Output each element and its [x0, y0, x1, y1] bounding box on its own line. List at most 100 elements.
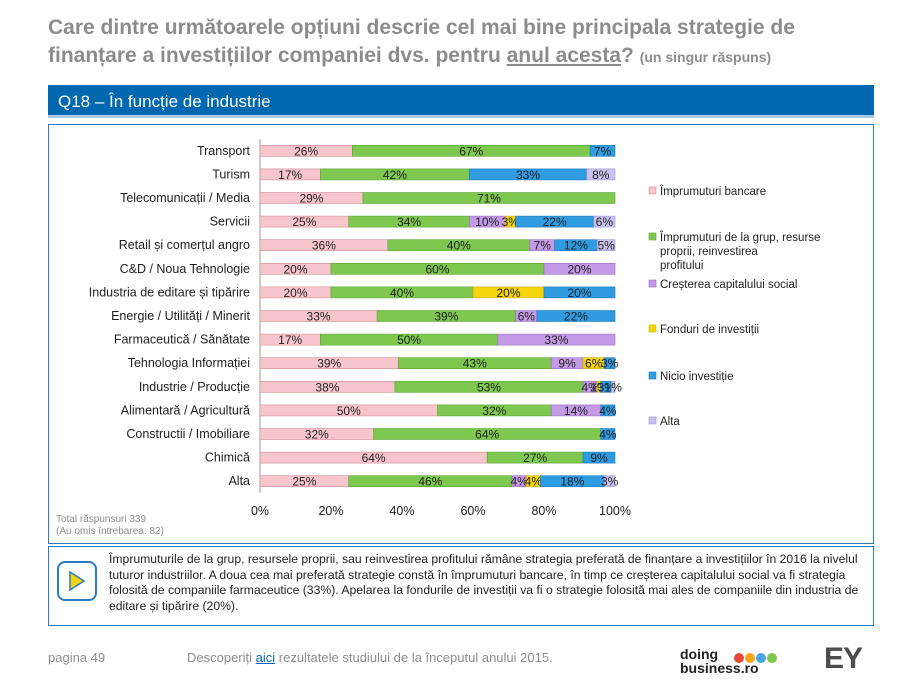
data-label: 3% — [597, 380, 615, 394]
bar-segment — [362, 192, 616, 204]
data-label: 4% — [510, 475, 528, 489]
data-label: 53% — [477, 380, 501, 394]
category-label: Telecomunicații / Media — [120, 191, 250, 205]
data-label: 40% — [390, 286, 414, 300]
category-label: Alta — [228, 474, 250, 488]
data-label: 64% — [362, 451, 386, 465]
logo-dots — [734, 650, 778, 668]
category-label: Chimică — [205, 451, 250, 465]
data-label: 4% — [525, 475, 543, 489]
title-line-2: finanțare a investițiilor companiei dvs.… — [48, 42, 888, 71]
data-label: 10% — [475, 215, 499, 229]
data-label: 20% — [496, 286, 520, 300]
data-label: 40% — [447, 239, 471, 253]
data-label: 33% — [516, 168, 540, 182]
bar-segment — [596, 239, 616, 251]
data-label: 39% — [317, 357, 341, 371]
data-label: 32% — [482, 404, 506, 418]
category-label: Retail și comerțul angro — [119, 238, 250, 252]
data-label: 7% — [534, 239, 552, 253]
data-label: 33% — [544, 333, 568, 347]
category-label: Industria de editare și tipărire — [89, 285, 250, 299]
data-label: 25% — [292, 475, 316, 489]
data-label: 20% — [567, 286, 591, 300]
data-label: 32% — [305, 428, 329, 442]
summary-box: Împrumuturile de la grup, resursele prop… — [48, 546, 874, 626]
legend-swatch — [648, 232, 657, 241]
footer-link[interactable]: aici — [255, 650, 276, 665]
data-label: 29% — [299, 192, 323, 206]
bar-segment — [611, 380, 616, 393]
data-label: 50% — [397, 333, 421, 347]
data-label: 5% — [597, 239, 615, 253]
legend-label: Alta — [660, 416, 680, 428]
data-label: 9% — [590, 451, 608, 465]
data-label: 64% — [475, 428, 499, 442]
page-number: pagina 49 — [48, 650, 106, 665]
footer-text: Descoperiți aici rezultatele studiului d… — [187, 650, 553, 665]
bar-segment — [593, 215, 616, 228]
data-label: 38% — [315, 380, 339, 394]
data-label: 8% — [592, 168, 610, 182]
data-label: 22% — [564, 310, 588, 324]
data-label: 67% — [459, 144, 483, 158]
x-tick-label: 80% — [531, 504, 556, 518]
stacked-bar-chart: Transport 26% 67% 7% Turism 17% 42% 33% 8% Teleco… — [89, 139, 820, 518]
data-label: 20% — [567, 262, 591, 276]
category-label: Turism — [212, 167, 250, 181]
data-label: 1% — [605, 380, 623, 394]
legend-label: Creșterea capitalului social — [660, 279, 797, 291]
category-label: C&D / Noua Tehnologie — [120, 262, 250, 276]
legend-swatch — [648, 324, 657, 333]
data-label: 17% — [278, 333, 302, 347]
category-label: Alimentară / Agricultură — [121, 403, 250, 417]
category-label: Farmaceutică / Sănătate — [114, 333, 250, 347]
bar-segment — [600, 404, 616, 417]
logo-line-2: business.ro — [680, 660, 759, 676]
data-label: 9% — [558, 357, 576, 371]
play-arrow-icon — [57, 561, 97, 601]
bar-segment — [536, 310, 616, 322]
data-label: 50% — [337, 404, 361, 418]
bar-segment — [497, 333, 616, 346]
legend-swatch — [648, 186, 657, 195]
title-line-2-end: ? — [621, 44, 634, 67]
category-label: Servicii — [210, 215, 250, 229]
data-label: 26% — [294, 144, 318, 158]
data-label: 4% — [599, 404, 617, 418]
x-tick-label: 0% — [251, 504, 269, 518]
bar-segment — [600, 428, 616, 440]
data-label: 71% — [477, 192, 501, 206]
data-label: 7% — [594, 144, 612, 158]
logo-line-1: doing — [680, 646, 719, 662]
bar-segment — [586, 168, 616, 181]
legend-swatch — [648, 416, 657, 425]
data-label: 3% — [502, 215, 520, 229]
data-label: 22% — [543, 215, 567, 229]
bar-segment — [604, 357, 616, 369]
bar-segment — [543, 286, 616, 299]
legend-label: proprii, reinvestirea — [660, 246, 758, 258]
data-label: 42% — [383, 168, 407, 182]
legend-swatch — [648, 279, 657, 288]
category-label: Energie / Utilități / Minerit — [111, 309, 250, 323]
data-label: 6% — [596, 215, 614, 229]
data-label: 17% — [278, 168, 302, 182]
chart-container: Transport 26% 67% 7% Turism 17% 42% 33% 8% Teleco… — [48, 124, 874, 544]
title-line-2-start: finanțare a investițiilor companiei dvs.… — [48, 44, 507, 67]
data-label: 20% — [283, 286, 307, 300]
data-label: 27% — [523, 451, 547, 465]
x-tick-label: 100% — [599, 504, 631, 518]
page-title: Care dintre următoarele opțiuni descrie … — [48, 14, 888, 71]
data-label: 33% — [307, 310, 331, 324]
section-header: Q18 – În funcție de industrie — [48, 85, 874, 118]
footer-text-before: Descoperiți — [187, 650, 256, 665]
legend-swatch — [648, 371, 657, 380]
total-responses: Total răspunsuri 339 (Au omis întrebarea… — [56, 514, 164, 538]
data-label: 36% — [312, 239, 336, 253]
data-label: 34% — [397, 215, 421, 229]
total-line-2: (Au omis întrebarea: 82) — [56, 526, 164, 537]
bar-segment — [604, 475, 616, 488]
data-label: 3% — [601, 357, 619, 371]
legend-label: Nicio investiție — [660, 371, 734, 383]
